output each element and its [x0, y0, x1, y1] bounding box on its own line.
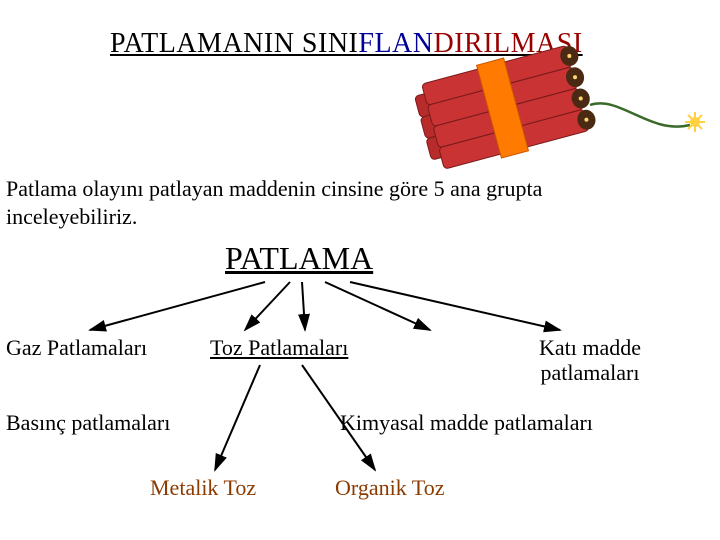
node-metalik: Metalik Toz: [150, 475, 256, 500]
node-kati: Katı madde patlamaları: [510, 335, 670, 386]
intro-text: Patlama olayını patlayan maddenin cinsin…: [6, 175, 626, 230]
node-kati-l1: Katı madde: [539, 335, 641, 360]
node-toz: Toz Patlamaları: [210, 335, 348, 360]
center-heading: PATLAMA: [225, 240, 373, 277]
title-part-black: PATLAMANIN SINI: [110, 28, 358, 59]
node-organik: Organik Toz: [335, 475, 444, 500]
dynamite-icon: [410, 40, 720, 175]
node-kati-l2: patlamaları: [541, 360, 640, 385]
node-kimyasal: Kimyasal madde patlamaları: [340, 410, 593, 435]
node-basinc: Basınç patlamaları: [6, 410, 170, 435]
node-gaz: Gaz Patlamaları: [6, 335, 147, 360]
